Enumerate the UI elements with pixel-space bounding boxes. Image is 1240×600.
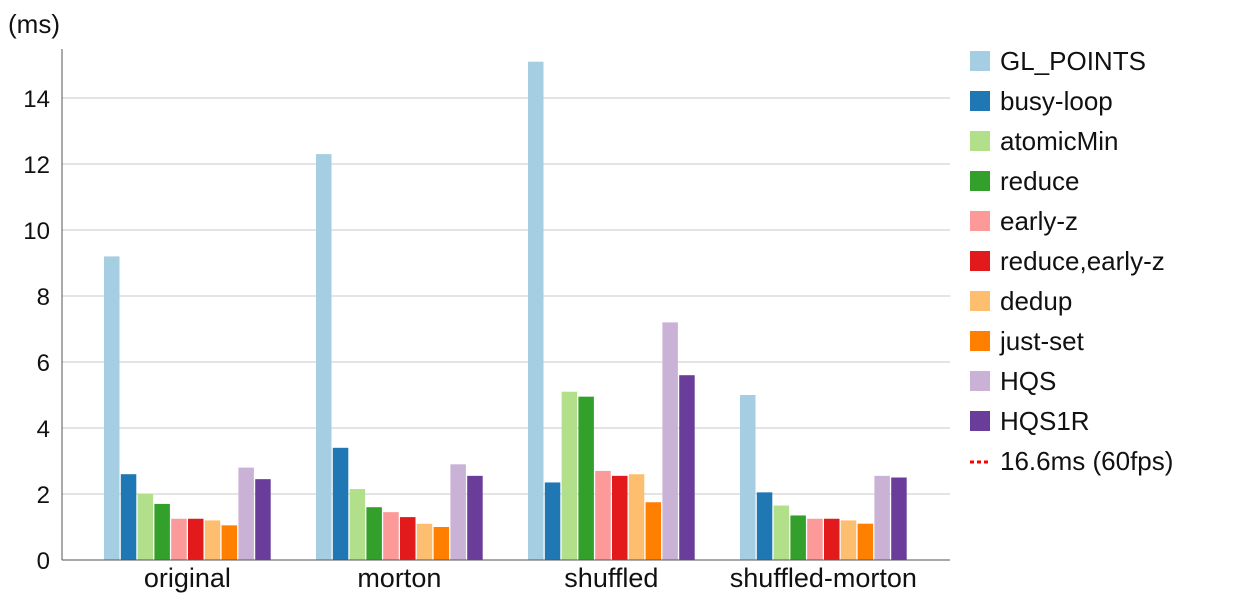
bar-dedup-shuffled: [628, 474, 645, 560]
legend-label: GL_POINTS: [1000, 46, 1146, 76]
bar-hqs-original: [238, 467, 254, 560]
legend-swatch: [970, 131, 990, 151]
bar-atomicmin-morton: [349, 489, 366, 560]
bar-just-set-morton: [433, 527, 450, 560]
bar-atomicmin-shuffled-morton: [773, 505, 790, 560]
bar-reduce-early-z-shuffled: [612, 475, 628, 560]
bar-hqs1r-shuffled-morton: [891, 477, 907, 560]
y-tick-label: 8: [37, 284, 50, 311]
legend-label: HQS: [1000, 366, 1056, 396]
legend-swatch: [970, 371, 990, 391]
y-tick-label: 2: [37, 482, 50, 509]
legend-swatch: [970, 91, 990, 111]
y-tick-label: 12: [23, 152, 50, 179]
bar-reduce-shuffled-morton: [790, 515, 806, 560]
y-tick-label: 10: [23, 218, 50, 245]
bar-hqs1r-morton: [467, 475, 483, 560]
legend-swatch: [970, 171, 990, 191]
bar-busy-loop-original: [120, 474, 137, 560]
y-tick-label: 6: [37, 350, 50, 377]
bar-early-z-shuffled-morton: [807, 518, 823, 560]
bar-atomicmin-shuffled: [561, 391, 578, 560]
bar-busy-loop-shuffled-morton: [756, 492, 773, 560]
grid-lines: [62, 97, 950, 495]
legend-swatch: [970, 291, 990, 311]
bar-just-set-original: [221, 525, 238, 560]
bar-reduce-shuffled: [578, 396, 594, 560]
legend-swatch: [970, 251, 990, 271]
bar-hqs-morton: [450, 464, 466, 560]
legend-swatch: [970, 51, 990, 71]
legend-label: atomicMin: [1000, 126, 1118, 156]
bar-hqs1r-shuffled: [679, 375, 695, 560]
legend-swatch: [970, 411, 990, 431]
bars: [104, 61, 907, 560]
bar-busy-loop-shuffled: [544, 482, 561, 560]
legend-label: reduce: [1000, 166, 1080, 196]
bar-reduce-early-z-morton: [400, 517, 416, 560]
y-tick-labels: 0 2 4 6 8 10 12 14: [23, 86, 50, 575]
x-category-label: shuffled: [564, 563, 658, 593]
bar-reduce-morton: [366, 507, 382, 560]
bar-dedup-original: [204, 520, 221, 560]
legend-reference-line-label: 16.6ms (60fps): [1000, 446, 1173, 476]
bar-dedup-shuffled-morton: [840, 520, 857, 560]
legend-swatch: [970, 331, 990, 351]
bar-reduce-original: [154, 503, 170, 560]
bar-just-set-shuffled: [645, 502, 662, 560]
legend-label: dedup: [1000, 286, 1072, 316]
bar-reduce-early-z-original: [188, 518, 204, 560]
y-tick-label: 0: [37, 548, 50, 575]
legend-label: busy-loop: [1000, 86, 1113, 116]
legend-label: HQS1R: [1000, 406, 1090, 436]
y-axis-unit-label: (ms): [8, 9, 60, 39]
bar-reduce-early-z-shuffled-morton: [824, 518, 840, 560]
bar-gl-points-shuffled-morton: [740, 395, 756, 560]
axes: [61, 49, 950, 561]
bar-early-z-morton: [383, 512, 399, 560]
bar-hqs1r-original: [255, 479, 271, 560]
bar-gl-points-original: [104, 256, 120, 560]
legend-swatch: [970, 211, 990, 231]
bar-hqs-shuffled: [662, 322, 678, 560]
bar-gl-points-morton: [316, 154, 332, 560]
legend: GL_POINTS busy-loop atomicMin reduce early-z…: [970, 46, 1173, 476]
x-category-labels: original morton shuffled shuffled-morton: [144, 563, 917, 593]
bar-hqs-shuffled-morton: [874, 475, 890, 560]
bar-dedup-morton: [416, 523, 433, 560]
bar-just-set-shuffled-morton: [857, 523, 874, 560]
bar-atomicmin-original: [137, 494, 154, 560]
bar-gl-points-shuffled: [528, 61, 544, 560]
bar-early-z-original: [171, 518, 187, 560]
x-category-label: shuffled-morton: [730, 563, 917, 593]
x-category-label: morton: [357, 563, 441, 593]
bar-busy-loop-morton: [332, 447, 349, 560]
legend-label: just-set: [999, 326, 1085, 356]
legend-label: reduce,early-z: [1000, 246, 1165, 276]
y-tick-label: 14: [23, 86, 50, 113]
x-category-label: original: [144, 563, 231, 593]
bar-early-z-shuffled: [595, 470, 611, 560]
legend-label: early-z: [1000, 206, 1078, 236]
y-tick-label: 4: [37, 416, 50, 443]
